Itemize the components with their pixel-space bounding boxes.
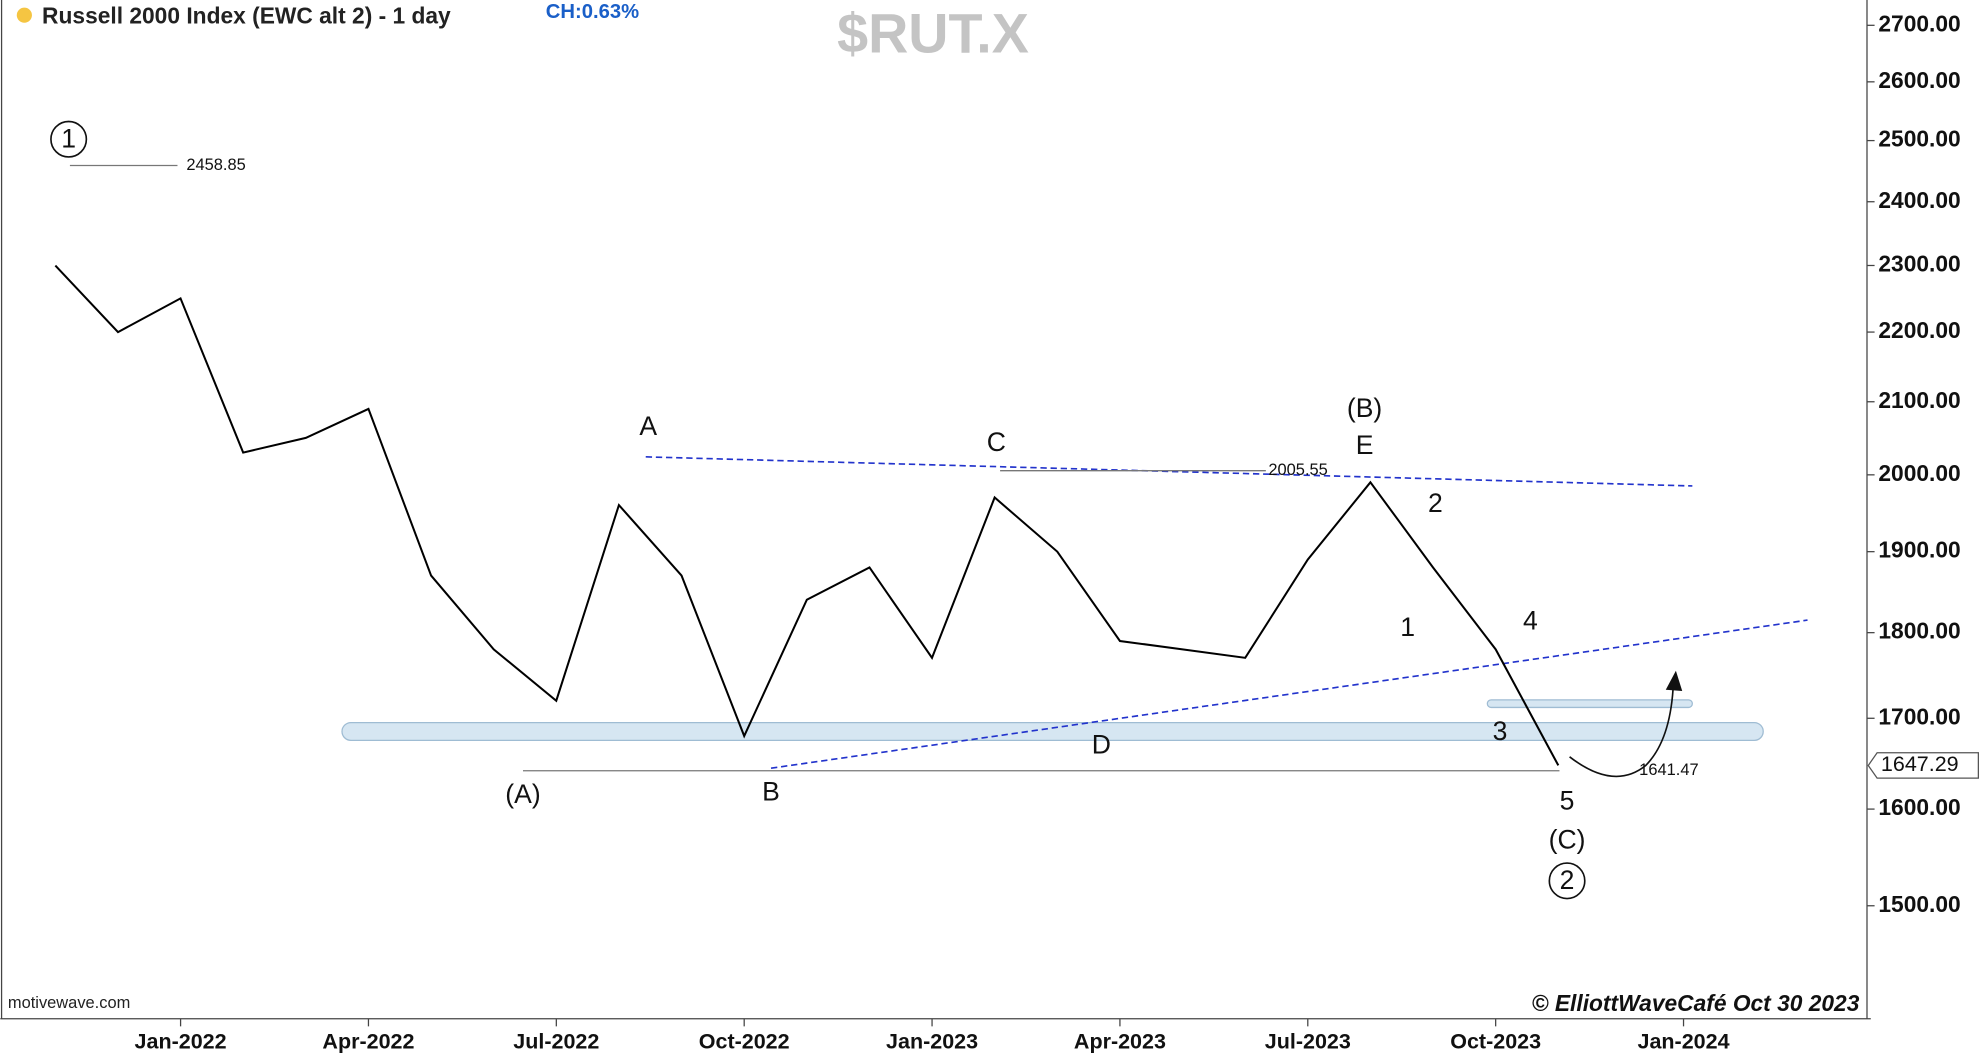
wave-label: 4 [1523, 606, 1538, 636]
wave-label: (C) [1549, 825, 1586, 855]
wave-label: 2 [1428, 488, 1443, 518]
credit: © ElliottWaveCafé Oct 30 2023 [1532, 990, 1860, 1016]
wave-label: E [1356, 430, 1374, 460]
trendline [645, 456, 1693, 487]
y-tick-label: 2700.00 [1878, 10, 1960, 36]
wave-label: (B) [1347, 393, 1382, 423]
symbol: $RUT.X [837, 3, 1029, 65]
y-tick-label: 2600.00 [1878, 67, 1960, 93]
x-tick-label: Apr-2022 [322, 1030, 414, 1054]
change: CH:0.63% [546, 1, 639, 23]
y-tick-label: 2300.00 [1878, 251, 1960, 277]
status-dot [16, 7, 32, 23]
support-zone [341, 721, 1764, 741]
y-tick-label: 1600.00 [1878, 794, 1960, 820]
price-label: 1641.47 [1639, 761, 1698, 779]
price-label: 2005.55 [1268, 461, 1327, 479]
x-tick-label: Apr-2023 [1074, 1030, 1166, 1054]
y-tick-label: 2100.00 [1878, 387, 1960, 413]
projection-arrow [1569, 683, 1675, 778]
x-tick-label: Jan-2022 [135, 1030, 227, 1054]
x-tick-label: Oct-2023 [1450, 1030, 1541, 1054]
last-price-label: 1647.29 [1881, 752, 1959, 776]
x-tick-label: Jan-2024 [1638, 1030, 1730, 1054]
last-price-tag [1867, 752, 1979, 779]
source: motivewave.com [8, 994, 130, 1012]
wave-label: 1 [1400, 612, 1415, 642]
wave-label: D [1092, 730, 1111, 760]
y-tick-label: 2200.00 [1878, 317, 1960, 343]
wave-label: 2 [1560, 865, 1575, 895]
y-tick-label: 2500.00 [1878, 126, 1960, 152]
price-line [54, 264, 1560, 766]
y-tick-label: 1800.00 [1878, 618, 1960, 644]
y-tick-label: 1900.00 [1878, 537, 1960, 563]
wave-label: 1 [61, 123, 76, 153]
trendline [770, 619, 1808, 770]
y-tick-label: 2000.00 [1878, 460, 1960, 486]
y-tick-label: 2400.00 [1878, 187, 1960, 213]
wave-circle [50, 120, 88, 158]
wave-label: 5 [1560, 785, 1575, 815]
wave-label: (A) [505, 779, 540, 809]
wave-label: 3 [1493, 716, 1508, 746]
y-tick-label: 1500.00 [1878, 891, 1960, 917]
wave-label: B [762, 777, 780, 807]
wave-label: A [639, 411, 657, 441]
x-tick-label: Jul-2023 [1265, 1030, 1351, 1054]
wave-circle [1548, 862, 1586, 900]
x-tick-label: Jul-2022 [513, 1030, 599, 1054]
x-tick-label: Jan-2023 [886, 1030, 978, 1054]
x-tick-label: Oct-2022 [699, 1030, 790, 1054]
arrow-head [1665, 670, 1683, 691]
support-zone [1486, 699, 1693, 709]
y-tick-label: 1700.00 [1878, 703, 1960, 729]
wave-label: C [987, 427, 1006, 457]
price-label: 2458.85 [186, 156, 245, 174]
chart-title: Russell 2000 Index (EWC alt 2) - 1 day [42, 3, 451, 29]
